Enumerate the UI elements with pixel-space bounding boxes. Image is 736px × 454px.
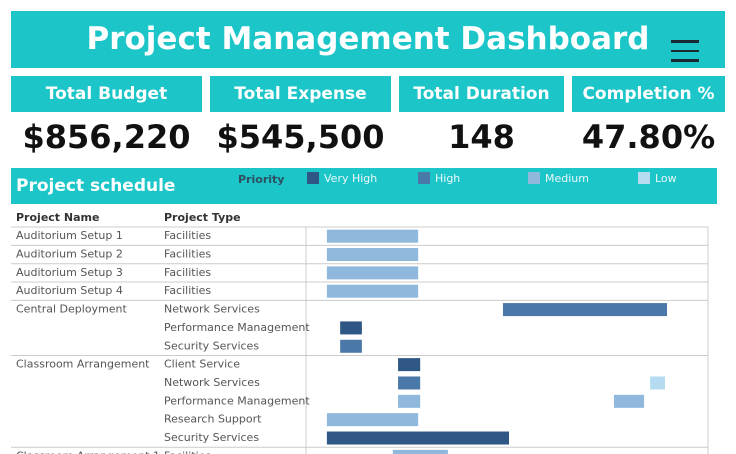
project-type: Facilities [164,266,211,279]
schedule-bar [326,413,419,427]
schedule-bar [326,431,510,445]
project-name: Central Deployment [16,303,128,316]
title-bar: Project Management Dashboard [11,11,725,68]
project-name: Auditorium Setup 3 [16,266,123,279]
project-type: Performance Management [164,394,310,407]
schedule-bar [398,394,421,408]
legend-title: Priority [238,173,285,186]
schedule-bar [326,284,419,298]
schedule-bar [326,266,419,280]
schedule-bar [326,248,419,262]
legend-label: Very High [324,172,378,185]
project-type: Facilities [164,248,211,261]
schedule-bar [502,303,667,317]
schedule-bar [340,339,362,353]
project-name: Classroom Arrangement 1 [16,449,160,454]
kpi-value: $545,500 [216,118,385,156]
kpi-value: 148 [448,118,515,156]
project-type: Facilities [164,229,211,242]
project-name: Auditorium Setup 4 [16,284,123,297]
legend-swatch [307,172,319,184]
kpi-value: 47.80% [581,118,716,156]
legend-label: Low [655,172,677,185]
schedule-bar [650,376,665,390]
legend-swatch [418,172,430,184]
schedule-bar [340,321,362,335]
legend-swatch [528,172,540,184]
project-type: Network Services [164,376,260,389]
schedule-bar [398,376,421,390]
schedule-title: Project schedule [16,176,176,196]
legend-item: Very High [307,172,377,185]
column-header: Project Name [16,211,99,224]
schedule-bar [398,358,421,372]
project-type: Performance Management [164,321,310,334]
project-type: Facilities [164,284,211,297]
project-name: Classroom Arrangement [16,358,150,371]
schedule-bar [613,394,645,408]
title: Project Management Dashboard [86,21,650,57]
schedule-header: Project schedule Priority Very High High M… [11,168,717,204]
project-type: Research Support [164,413,262,426]
legend-label: High [435,172,461,185]
project-type: Security Services [164,339,259,352]
kpi-label: Total Expense [210,76,391,112]
legend-label: Medium [545,172,589,185]
kpi-label: Completion % [572,76,725,112]
schedule-bar [392,449,448,454]
project-type: Client Service [164,358,240,371]
project-type: Facilities [164,449,211,454]
menu-button[interactable] [671,40,699,62]
project-type: Network Services [164,303,260,316]
project-type: Security Services [164,431,259,444]
column-header: Project Type [164,211,241,224]
schedule-bar [326,229,419,243]
kpi-value: $856,220 [22,118,191,156]
project-name: Auditorium Setup 1 [16,229,123,242]
project-name: Auditorium Setup 2 [16,248,123,261]
legend-item: Medium [528,172,589,185]
legend-item: Low [638,172,677,185]
kpi-label: Total Budget [11,76,202,112]
legend-item: High [418,172,460,185]
legend-swatch [638,172,650,184]
kpi-label: Total Duration [399,76,564,112]
